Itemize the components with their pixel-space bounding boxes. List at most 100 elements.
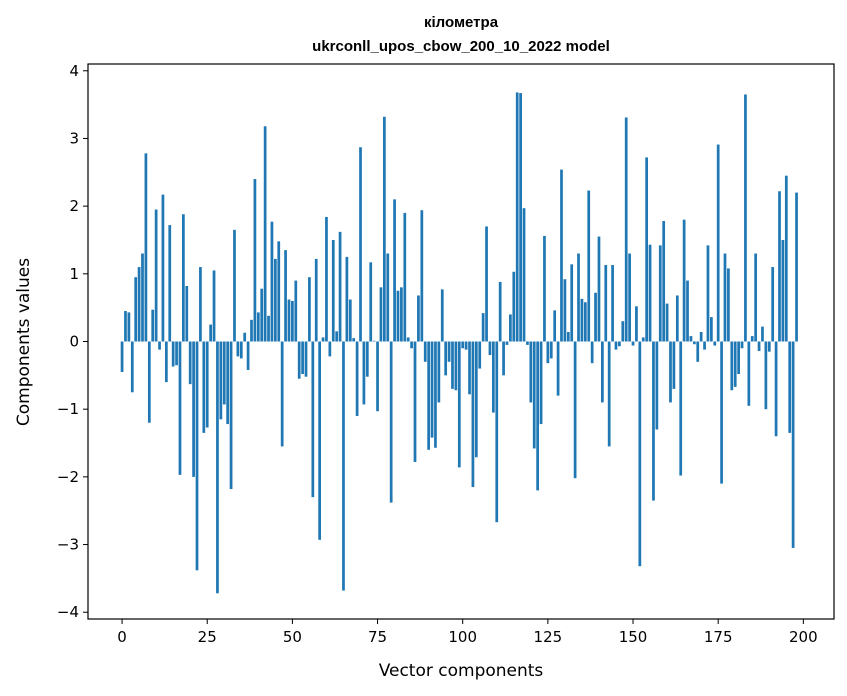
bar xyxy=(130,341,134,393)
bar xyxy=(577,253,580,342)
bar xyxy=(376,341,379,412)
bar xyxy=(614,341,618,350)
bar xyxy=(638,341,642,567)
bar xyxy=(355,341,359,416)
plot-frame xyxy=(87,63,835,620)
bar xyxy=(451,341,454,389)
bar xyxy=(658,245,662,342)
bar xyxy=(175,341,178,366)
bar xyxy=(406,337,410,342)
chart-title: кілометра xyxy=(424,14,499,31)
bar xyxy=(573,341,577,479)
bar xyxy=(536,341,540,491)
bar xyxy=(471,341,475,488)
bar xyxy=(699,332,703,342)
bar xyxy=(675,295,679,342)
x-tick-label: 0 xyxy=(117,628,127,646)
bar xyxy=(284,250,287,342)
bar xyxy=(427,341,431,450)
bar xyxy=(212,270,216,342)
bar xyxy=(301,341,304,374)
bar xyxy=(747,341,751,406)
bar xyxy=(195,341,199,571)
bar xyxy=(781,239,785,342)
bar xyxy=(635,306,638,342)
bar xyxy=(369,262,373,342)
bar xyxy=(154,209,158,342)
bar xyxy=(563,279,567,342)
y-tick-label: 2 xyxy=(69,197,79,215)
x-tick-label: 175 xyxy=(704,628,733,646)
bar xyxy=(774,341,778,437)
bar xyxy=(515,92,519,342)
bar xyxy=(488,341,492,356)
bar xyxy=(474,341,478,458)
bar xyxy=(233,229,236,342)
bar xyxy=(587,190,591,342)
bar xyxy=(784,175,788,342)
bar xyxy=(335,331,339,342)
bar xyxy=(737,341,740,374)
x-tick-label: 100 xyxy=(448,628,477,646)
bar xyxy=(624,117,628,342)
bar xyxy=(590,341,594,364)
bars xyxy=(120,92,798,594)
bar xyxy=(178,341,182,475)
bar xyxy=(733,341,737,387)
bar xyxy=(570,264,574,342)
bar xyxy=(318,341,321,540)
bar xyxy=(686,280,689,342)
bar xyxy=(648,244,652,342)
bar xyxy=(345,256,349,342)
bar xyxy=(444,341,448,376)
bar xyxy=(127,312,131,342)
bar xyxy=(597,236,601,342)
bar xyxy=(750,336,754,342)
bar xyxy=(553,310,557,342)
bar xyxy=(522,208,526,342)
bar xyxy=(229,341,233,490)
bar xyxy=(348,299,352,342)
bar xyxy=(757,341,761,351)
bar xyxy=(423,341,427,362)
bar xyxy=(359,147,362,342)
bar xyxy=(546,341,550,364)
bar xyxy=(365,341,369,377)
bar xyxy=(791,341,795,548)
bar xyxy=(294,280,298,342)
bar xyxy=(260,288,264,342)
bar xyxy=(519,93,522,342)
bar xyxy=(352,338,356,342)
bar xyxy=(236,341,240,357)
bar xyxy=(120,341,124,372)
bar xyxy=(393,199,396,342)
bar xyxy=(291,300,294,342)
bar xyxy=(621,321,625,342)
bar xyxy=(655,341,659,430)
bar xyxy=(386,253,390,342)
bar xyxy=(321,337,325,342)
bar xyxy=(761,326,764,342)
bar xyxy=(434,341,437,448)
bar xyxy=(512,271,516,342)
bar xyxy=(297,341,301,379)
bar xyxy=(372,340,376,342)
bar xyxy=(328,341,332,357)
bar xyxy=(440,289,444,342)
bar xyxy=(723,253,727,342)
bar xyxy=(202,341,206,433)
bar xyxy=(457,341,461,468)
bar xyxy=(607,341,611,447)
x-axis-ticks: 0 25 50 75 100 125 150 175 200 xyxy=(117,619,818,646)
bar xyxy=(417,295,420,342)
bar xyxy=(771,267,775,342)
bar xyxy=(526,341,529,345)
bar xyxy=(171,341,175,367)
bar xyxy=(485,226,488,342)
bar xyxy=(304,341,308,377)
x-tick-label: 125 xyxy=(534,628,563,646)
bar xyxy=(280,341,284,447)
bar xyxy=(788,341,792,433)
bar xyxy=(618,341,621,347)
bar xyxy=(205,341,209,428)
